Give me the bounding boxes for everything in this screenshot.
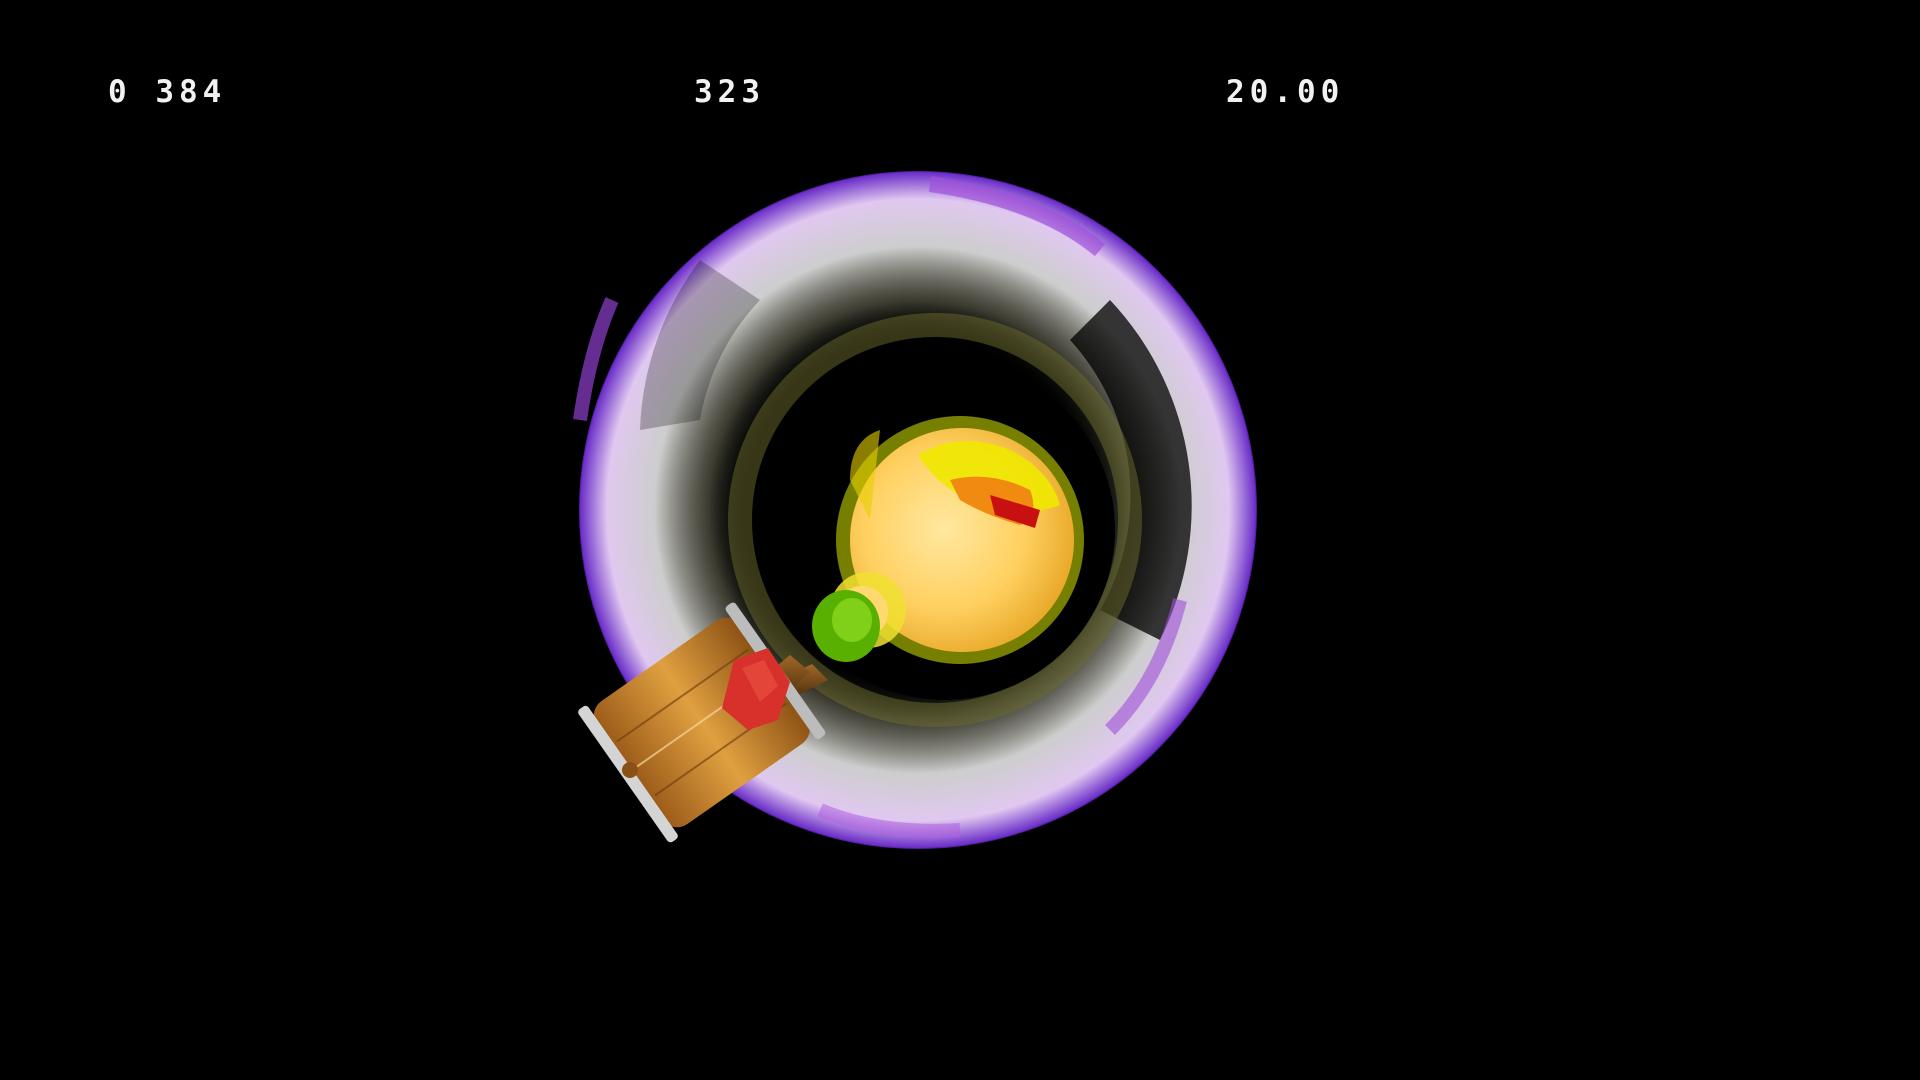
hud-timer: 20.00 — [1226, 74, 1345, 110]
barrel-hammer — [578, 590, 880, 843]
hud-left-counter: 0 384 — [108, 74, 227, 110]
hud-center-counter: 323 — [694, 74, 765, 110]
